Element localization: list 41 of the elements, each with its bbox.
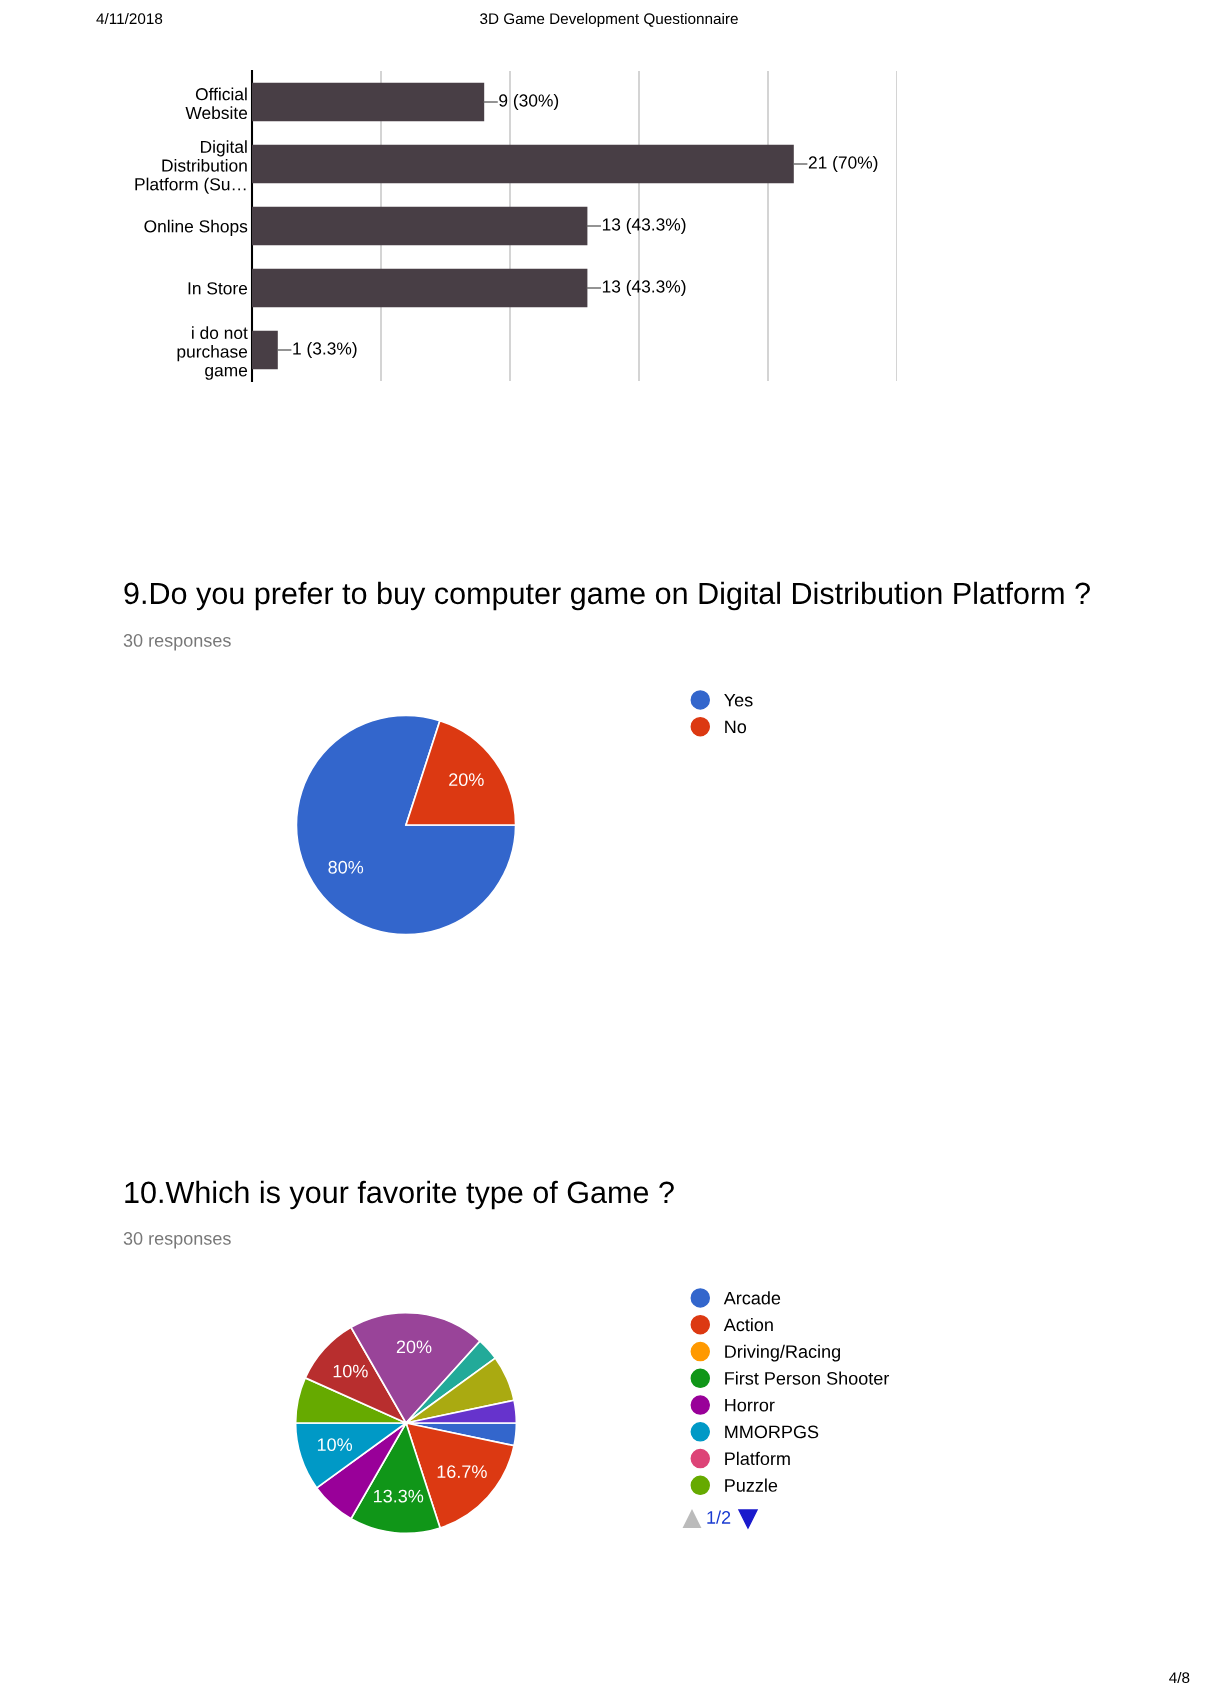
pie-slice — [295, 714, 517, 936]
data-label: 13 (43.3%) — [602, 217, 686, 235]
data-label: 80% — [328, 860, 364, 874]
legend-label: MMORPGS — [725, 1425, 819, 1439]
chart-title: 9.Do you prefer to buy computer game on Digital Distribution Platform ? — [124, 581, 1090, 611]
y-tick-label: Online Shops — [144, 219, 248, 236]
legend-label: Horror — [725, 1398, 775, 1412]
y-tick-label: Digital Distribution Platform (Su… — [135, 140, 247, 194]
bar — [252, 144, 794, 184]
data-label: 10% — [333, 1364, 368, 1378]
y-tick-label: In Store — [188, 282, 248, 295]
data-label: 16.7% — [437, 1465, 487, 1479]
y-tick-label: Official Website — [185, 87, 248, 120]
data-label: 21 (70%) — [808, 155, 878, 173]
legend-label: Arcade — [723, 1291, 781, 1305]
chart-subtitle: 30 responses — [123, 1232, 231, 1249]
legend-label: Yes — [724, 693, 753, 707]
legend-label: Platform — [725, 1451, 790, 1466]
text: 4/11/2018 — [96, 12, 163, 25]
text: 3D Game Development Questionnaire — [480, 12, 738, 28]
data-label: 20% — [396, 1340, 432, 1354]
legend-label: Puzzle — [725, 1478, 778, 1492]
legend-label: Driving/Racing — [725, 1344, 840, 1362]
y-tick-label: i do not purchase game — [177, 326, 248, 380]
bar — [252, 206, 588, 246]
data-label: 13.3% — [374, 1489, 424, 1503]
legend-label: Action — [723, 1317, 773, 1332]
chart-subtitle: 30 responses — [123, 634, 231, 651]
legend-label: No — [725, 720, 747, 734]
bar — [252, 330, 278, 370]
data-label: 1 (3.3%) — [293, 341, 357, 359]
data-label: 13 (43.3%) — [602, 279, 686, 297]
text: 1/2 — [707, 1510, 731, 1524]
data-label: 10% — [317, 1438, 353, 1452]
bar — [252, 82, 485, 122]
text: 4/8 — [1169, 1671, 1190, 1684]
data-label: 9 (30%) — [499, 93, 559, 111]
data-label: 20% — [449, 773, 484, 787]
legend-label: First Person Shooter — [725, 1371, 890, 1385]
chart-title: 10.Which is your favorite type of Game ? — [125, 1180, 674, 1210]
bar — [252, 268, 588, 308]
